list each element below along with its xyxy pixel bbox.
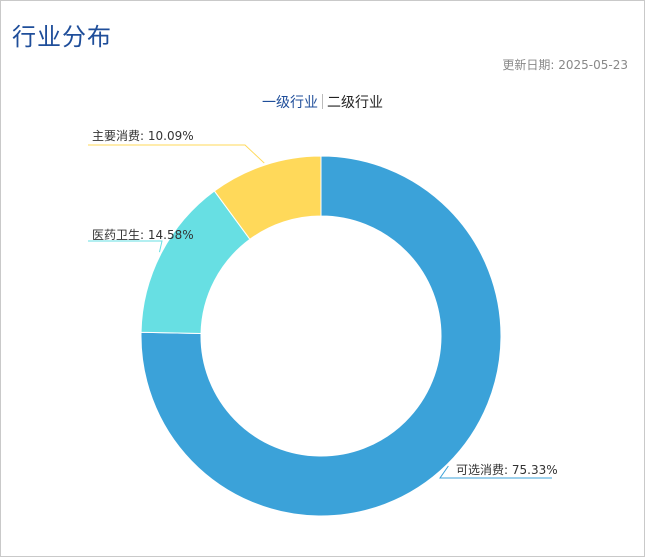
- slice-2[interactable]: [213, 155, 322, 241]
- industry-level-tabs: 一级行业 二级行业: [1, 92, 644, 112]
- update-date: 更新日期: 2025-05-23: [502, 58, 628, 72]
- slice-0[interactable]: [140, 155, 502, 517]
- tab-level-1[interactable]: 一级行业: [262, 95, 318, 111]
- donut-slices: [140, 155, 502, 517]
- leader-line-0: [439, 465, 552, 479]
- tab-level-2[interactable]: 二级行业: [327, 95, 383, 111]
- slice-label-1: 医药卫生: 14.58%: [92, 228, 194, 242]
- tab-divider: [322, 94, 323, 109]
- slice-label-0: 可选消费: 75.33%: [456, 463, 558, 477]
- leader-line-2: [88, 144, 265, 164]
- leader-line-1: [88, 240, 163, 253]
- panel-title: 行业分布: [12, 23, 112, 51]
- donut-labels: 可选消费: 75.33% 医药卫生: 14.58% 主要消费: 10.09%: [88, 129, 558, 479]
- slice-label-2: 主要消费: 10.09%: [92, 129, 194, 143]
